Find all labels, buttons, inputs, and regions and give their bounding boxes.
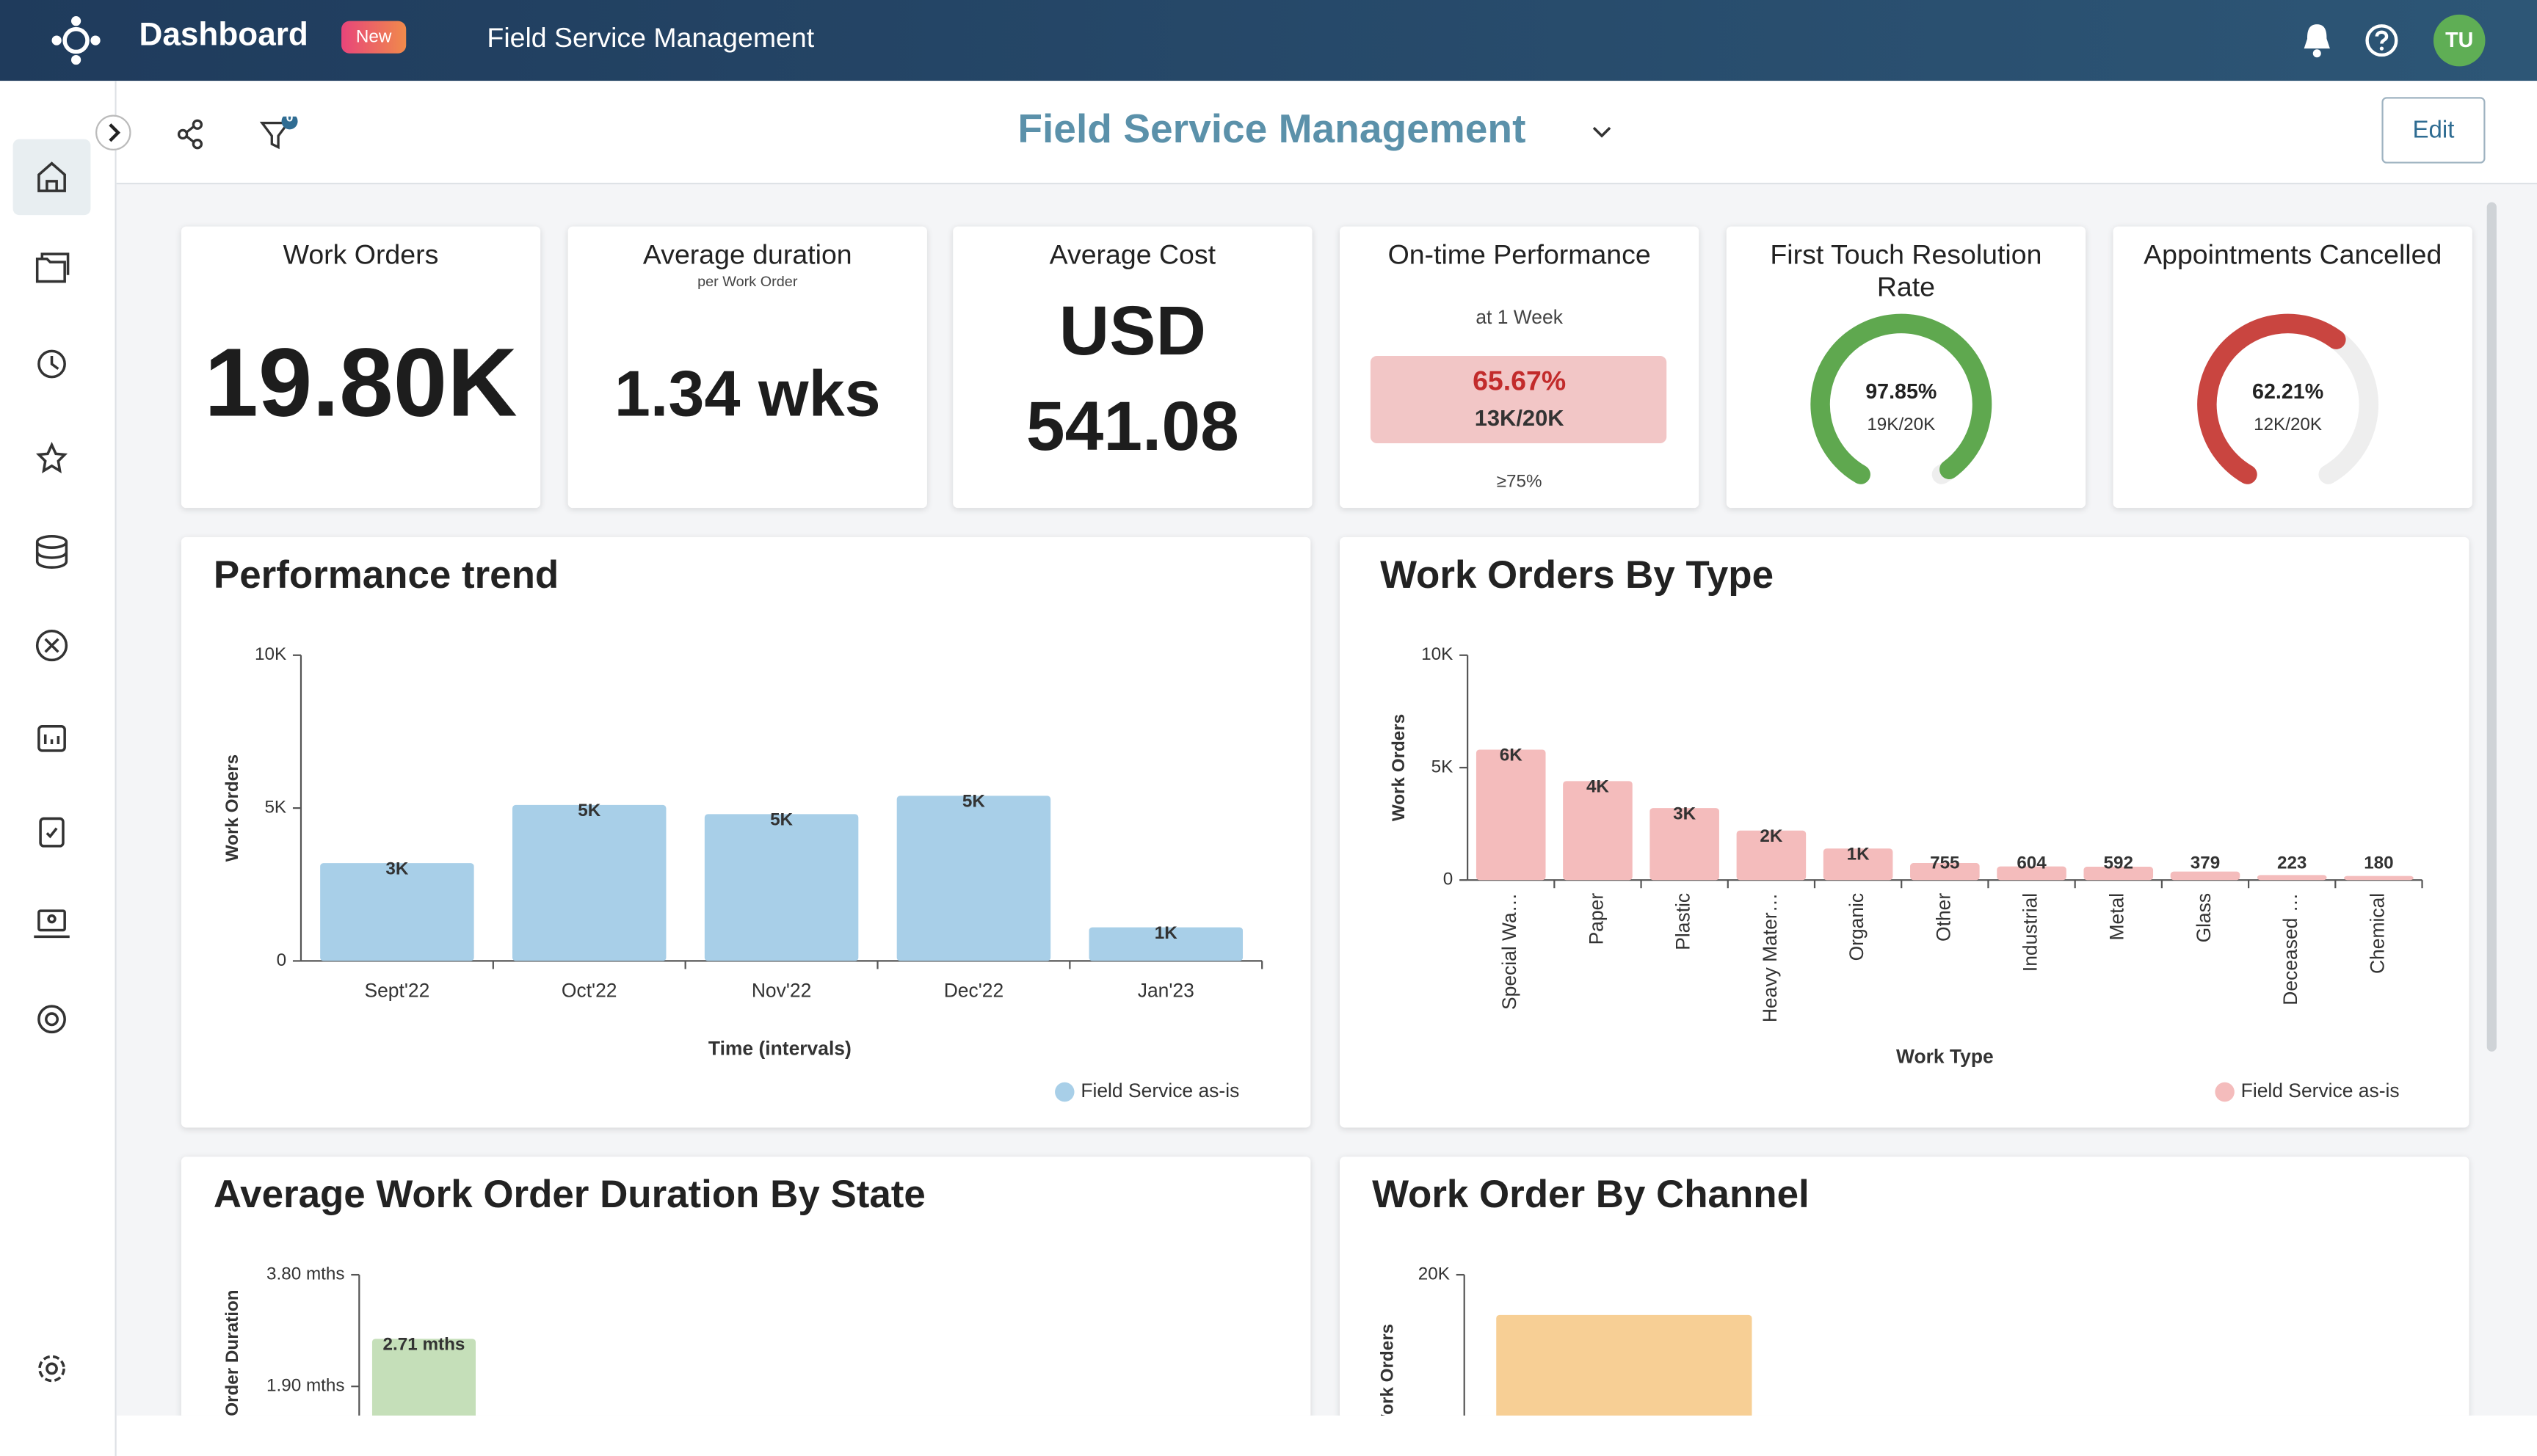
chart-card — [1339, 536, 2469, 1128]
gauge-detail: 19K/20K — [1867, 415, 1935, 434]
kpi-title: Average duration — [642, 239, 852, 271]
nav-radar[interactable] — [37, 1005, 66, 1034]
share[interactable] — [175, 117, 207, 152]
kpi-title: Average Cost — [1049, 239, 1216, 271]
kpi-card: Average Cost USD 541.08 — [953, 226, 1313, 509]
edit-button[interactable]: Edit — [2381, 97, 2486, 164]
gauge-label: 97.85% — [1865, 380, 1937, 404]
kpi-subtitle: per Work Order — [697, 273, 798, 290]
nav-settings[interactable] — [38, 1355, 65, 1383]
kpi-title: Appointments Cancelled — [2144, 239, 2442, 271]
kpi-card: First Touch Resolution Rate 97.85% 19K/20K — [1726, 226, 2086, 509]
chart-card — [181, 1157, 1311, 1416]
avatar[interactable]: TU — [2433, 14, 2486, 67]
dashboard-title: Field Service Management — [1017, 106, 1526, 153]
nav-folders[interactable] — [35, 252, 70, 283]
gauge-detail: 12K/20K — [2254, 415, 2322, 434]
gauge: 62.21% 12K/20K — [2197, 313, 2379, 484]
kpi-value: 19.80K — [204, 328, 518, 437]
nav-icons — [34, 161, 70, 1383]
kpi-card: On-time Performance at 1 Week 65.67% 13K/20… — [1339, 226, 1699, 509]
nav-recent[interactable] — [37, 349, 66, 379]
app-subtitle: Field Service Management — [487, 22, 815, 54]
logo[interactable] — [48, 13, 104, 68]
notifications[interactable] — [2298, 19, 2337, 61]
toolbar: 0 Field Service Management Edit — [95, 81, 2537, 185]
nav-tasks[interactable] — [39, 817, 65, 848]
collapse-button[interactable] — [94, 113, 133, 152]
chart-card — [181, 536, 1311, 1128]
kpi-value: USD 541.08 — [1026, 292, 1239, 466]
app-title: Dashboard — [139, 18, 308, 54]
kpi-value: 1.34 wks — [614, 359, 881, 431]
content: Work Orders 19.80K Average duration per Wor… — [116, 184, 2537, 1416]
title-dropdown[interactable] — [1589, 120, 1614, 145]
filter[interactable] — [259, 116, 301, 152]
nav-reports[interactable] — [37, 725, 66, 752]
nav-active — [12, 139, 91, 216]
nav-favorites[interactable] — [35, 441, 68, 473]
status-box — [1370, 355, 1667, 444]
new-badge: New — [341, 21, 407, 54]
chart-card — [1339, 1157, 2469, 1416]
gauge-label: 62.21% — [2252, 380, 2323, 404]
kpi-value: 65.67% — [1473, 365, 1567, 397]
gauge-arc — [1810, 313, 1992, 484]
nav-devices[interactable] — [34, 909, 70, 939]
nav-data[interactable] — [35, 534, 68, 569]
nav-home[interactable] — [37, 161, 66, 192]
kpi-target: ≥75% — [1496, 472, 1542, 492]
kpi-detail: 13K/20K — [1474, 404, 1564, 431]
filter-count: 0 — [286, 109, 294, 125]
sidebar — [0, 81, 117, 1456]
gauge-arc — [2197, 313, 2346, 484]
kpi-card: Work Orders 19.80K — [181, 226, 541, 509]
kpi-title: Work Orders — [283, 239, 439, 271]
gauge: 97.85% 19K/20K — [1810, 313, 1992, 484]
help[interactable] — [2362, 21, 2401, 60]
kpi-title: On-time Performance — [1387, 239, 1651, 271]
kpi-card: Appointments Cancelled 62.21% 12K/20K — [2113, 226, 2472, 509]
kpi-subtitle: at 1 Week — [1476, 305, 1563, 329]
kpi-card: Average duration per Work Order 1.34 wks — [567, 226, 927, 509]
nav-explore[interactable] — [35, 629, 68, 662]
top-bar: Dashboard New Field Service Management T… — [0, 0, 2537, 81]
kpi-title: First Touch Resolution Rate — [1770, 239, 2042, 303]
scrollbar[interactable] — [2486, 202, 2497, 1052]
